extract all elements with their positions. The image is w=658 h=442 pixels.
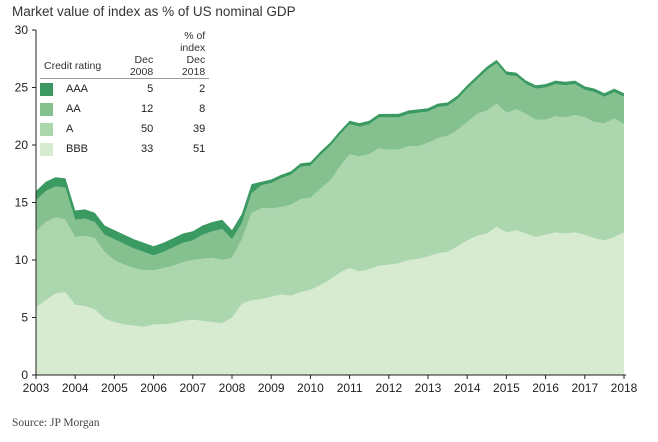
legend-swatch-bbb	[40, 142, 53, 156]
legend-value-2018: 2	[199, 83, 206, 95]
legend-row: AA 12 8	[40, 99, 209, 119]
y-tick-label: 15	[15, 196, 29, 210]
y-tick-labels: 0 5 10 15 20 25 30	[15, 23, 36, 382]
legend-header-spacer	[40, 30, 62, 54]
source-note: Source: JP Morgan	[12, 417, 100, 429]
x-tick-label: 2003	[23, 381, 50, 395]
x-tick-label: 2004	[62, 381, 89, 395]
y-tick-label: 30	[15, 23, 29, 37]
y-tick-label: 5	[21, 311, 28, 325]
legend-header-dec2008: Dec 2008	[105, 54, 158, 79]
legend-label: AAA	[66, 83, 89, 95]
y-tick-label: 10	[15, 253, 29, 267]
legend-swatch-cell	[40, 119, 62, 139]
legend-label: BBB	[66, 143, 89, 155]
x-tick-label: 2005	[101, 381, 128, 395]
x-tick-label: 2013	[415, 381, 442, 395]
legend-value-2018: 51	[192, 143, 206, 155]
legend-swatch-cell	[40, 79, 62, 100]
legend-header-rating: Credit rating	[40, 54, 106, 79]
y-tick-label: 20	[15, 138, 29, 152]
legend-label: A	[66, 123, 74, 135]
area-series-aa	[36, 63, 624, 271]
legend-swatch-aa	[40, 102, 53, 116]
x-tick-label: 2010	[297, 381, 324, 395]
legend-swatch-cell	[40, 139, 62, 159]
area-series-a	[36, 103, 624, 327]
x-tick-label: 2016	[532, 381, 559, 395]
legend-value-2018: 8	[199, 103, 206, 115]
x-tick-label: 2017	[571, 381, 598, 395]
legend-value-2008: 12	[140, 103, 154, 115]
legend-table: % of index Credit rating Dec 2008 Dec 20…	[40, 30, 210, 159]
legend-value-2008: 33	[140, 143, 154, 155]
legend-value-2018: 39	[192, 123, 206, 135]
legend-header-row: Credit rating Dec 2008 Dec 2018	[40, 54, 210, 79]
area-series-bbb	[36, 226, 624, 375]
x-tick-label: 2014	[454, 381, 481, 395]
chart-title: Market value of index as % of US nominal…	[12, 4, 296, 19]
x-tick-label: 2012	[375, 381, 402, 395]
y-tick-label: 25	[15, 81, 29, 95]
legend-header-dec2018: Dec 2018	[157, 54, 210, 79]
x-tick-label: 2008	[219, 381, 246, 395]
legend-header-spacer	[105, 30, 157, 54]
x-tick-label: 2009	[258, 381, 285, 395]
x-tick-label: 2015	[493, 381, 520, 395]
legend-row: A 50 39	[40, 119, 209, 139]
legend-row: AAA 5 2	[40, 79, 209, 100]
legend-background	[38, 28, 216, 152]
legend-header-spacer	[62, 30, 105, 54]
y-tick-label: 0	[21, 368, 28, 382]
area-series-group	[36, 59, 624, 375]
legend-value-2008: 50	[140, 123, 154, 135]
legend-header-row-top: % of index	[40, 30, 209, 54]
x-tick-label: 2007	[179, 381, 206, 395]
legend-swatch-aaa	[40, 82, 53, 96]
legend-header-pct: % of index	[180, 30, 206, 54]
x-tick-label: 2006	[140, 381, 167, 395]
x-tick-label: 2018	[611, 381, 638, 395]
legend-swatch-a	[40, 122, 53, 136]
legend-swatch-cell	[40, 99, 62, 119]
x-tick-labels: 2003 2004 2005 2006 2007 2008 2009 2010 2011 2012…	[23, 375, 638, 395]
x-tick-label: 2011	[337, 381, 363, 395]
legend-row: BBB 33 51	[40, 139, 209, 159]
legend-label: AA	[66, 103, 81, 115]
legend-value-2008: 5	[147, 83, 154, 95]
